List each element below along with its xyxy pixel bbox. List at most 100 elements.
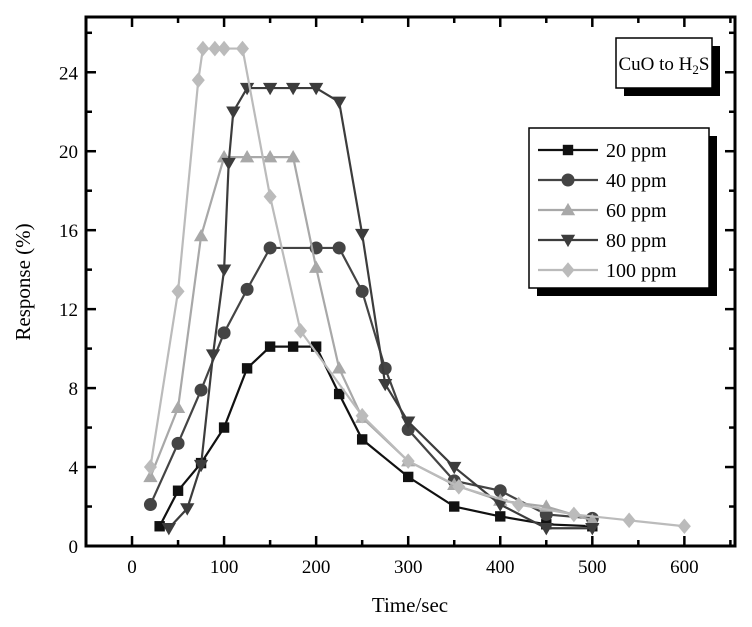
marker-diamond [143, 459, 157, 475]
marker-triangle-down [401, 416, 416, 429]
y-tick-label: 0 [69, 537, 79, 558]
marker-diamond [452, 478, 466, 495]
x-tick-label: 0 [127, 557, 137, 578]
marker-triangle-down [355, 228, 370, 242]
marker-triangle-down [308, 82, 324, 96]
marker-triangle-down [262, 82, 278, 96]
legend-label: 80 ppm [606, 230, 667, 252]
marker-circle [355, 284, 369, 298]
marker-circle [217, 326, 231, 340]
y-axis-label: Response (%) [11, 223, 35, 340]
x-axis-label: Time/sec [372, 593, 448, 617]
legend: 20 ppm 40 ppm 60 ppm 80 ppm 100 ppm [528, 127, 717, 296]
legend-label: 60 ppm [606, 200, 667, 222]
marker-triangle-down [180, 503, 195, 516]
marker-square [287, 341, 299, 352]
series-line [149, 156, 593, 522]
marker-triangle-down [226, 106, 241, 119]
marker-square [310, 341, 322, 352]
marker-square [218, 422, 230, 433]
x-tick-label: 400 [486, 557, 515, 578]
marker-diamond [561, 262, 575, 278]
marker-square [495, 511, 506, 522]
x-tick-label: 300 [394, 557, 423, 578]
marker-square [402, 471, 414, 483]
marker-diamond [191, 72, 205, 88]
annotation-text: CuO to H2S [619, 54, 710, 77]
marker-diamond [208, 40, 222, 57]
marker-triangle-up [585, 513, 600, 526]
marker-triangle-up [262, 149, 278, 163]
marker-square [172, 485, 184, 496]
marker-triangle-up [285, 149, 301, 163]
marker-square [264, 341, 276, 352]
marker-circle [171, 436, 185, 450]
marker-triangle-down [332, 96, 347, 110]
marker-triangle-down [493, 499, 508, 512]
marker-triangle-down [560, 234, 576, 248]
marker-diamond [512, 496, 526, 513]
marker-circle [240, 282, 254, 296]
x-tick-label: 100 [210, 557, 239, 578]
marker-triangle-down [216, 264, 232, 277]
marker-circle [493, 484, 507, 498]
marker-diamond [217, 40, 231, 57]
marker-circle [561, 173, 575, 187]
marker-triangle-up [308, 260, 324, 273]
marker-diamond [293, 323, 307, 339]
y-tick-label: 16 [59, 221, 78, 242]
plot-frame [84, 15, 737, 548]
marker-triangle-down [585, 523, 600, 536]
marker-triangle-up [170, 400, 186, 414]
x-tick-label: 500 [578, 557, 607, 578]
y-tick-label: 24 [59, 63, 79, 84]
marker-diamond [263, 188, 277, 205]
y-tick-label: 8 [69, 379, 79, 400]
marker-circle [378, 361, 392, 375]
marker-triangle-up [239, 149, 255, 163]
marker-diamond [235, 40, 249, 57]
marker-square [241, 363, 253, 374]
axes: 0 100 200 300 400 500 600 0 4 8 12 16 20 24 [59, 15, 737, 578]
marker-square [562, 144, 574, 156]
legend-label: 20 ppm [606, 140, 667, 162]
marker-diamond [622, 512, 636, 529]
marker-square [356, 434, 368, 445]
marker-triangle-down [378, 378, 393, 392]
x-tick-label: 600 [670, 557, 699, 578]
marker-diamond [196, 40, 210, 57]
marker-triangle-down [205, 349, 221, 362]
marker-triangle-down [161, 523, 177, 536]
marker-triangle-down [539, 523, 554, 536]
y-tick-label: 4 [69, 458, 79, 479]
marker-square [154, 521, 165, 532]
marker-circle [194, 383, 208, 397]
marker-diamond [355, 407, 369, 424]
marker-diamond [567, 506, 581, 523]
annotation-box: CuO to H2S [615, 37, 720, 96]
marker-triangle-up [143, 469, 158, 483]
series-line [158, 345, 593, 528]
legend-label: 40 ppm [606, 170, 667, 192]
marker-diamond [677, 518, 691, 535]
y-tick-label: 20 [59, 142, 78, 163]
marker-triangle-down [239, 82, 255, 96]
marker-circle [263, 241, 277, 255]
plot-area [143, 40, 691, 536]
marker-triangle-down [447, 461, 462, 475]
marker-square [333, 388, 345, 400]
marker-triangle-up [332, 361, 347, 374]
marker-triangle-down [193, 459, 209, 473]
marker-square [449, 501, 460, 512]
marker-circle [143, 498, 157, 512]
series-20-ppm [154, 341, 598, 532]
marker-diamond [401, 453, 415, 469]
legend-label: 100 ppm [606, 260, 677, 282]
marker-circle [332, 241, 346, 255]
x-tick-label: 200 [302, 557, 331, 578]
series-80-ppm [161, 82, 600, 536]
marker-diamond [171, 283, 185, 300]
marker-triangle-down [285, 82, 301, 96]
